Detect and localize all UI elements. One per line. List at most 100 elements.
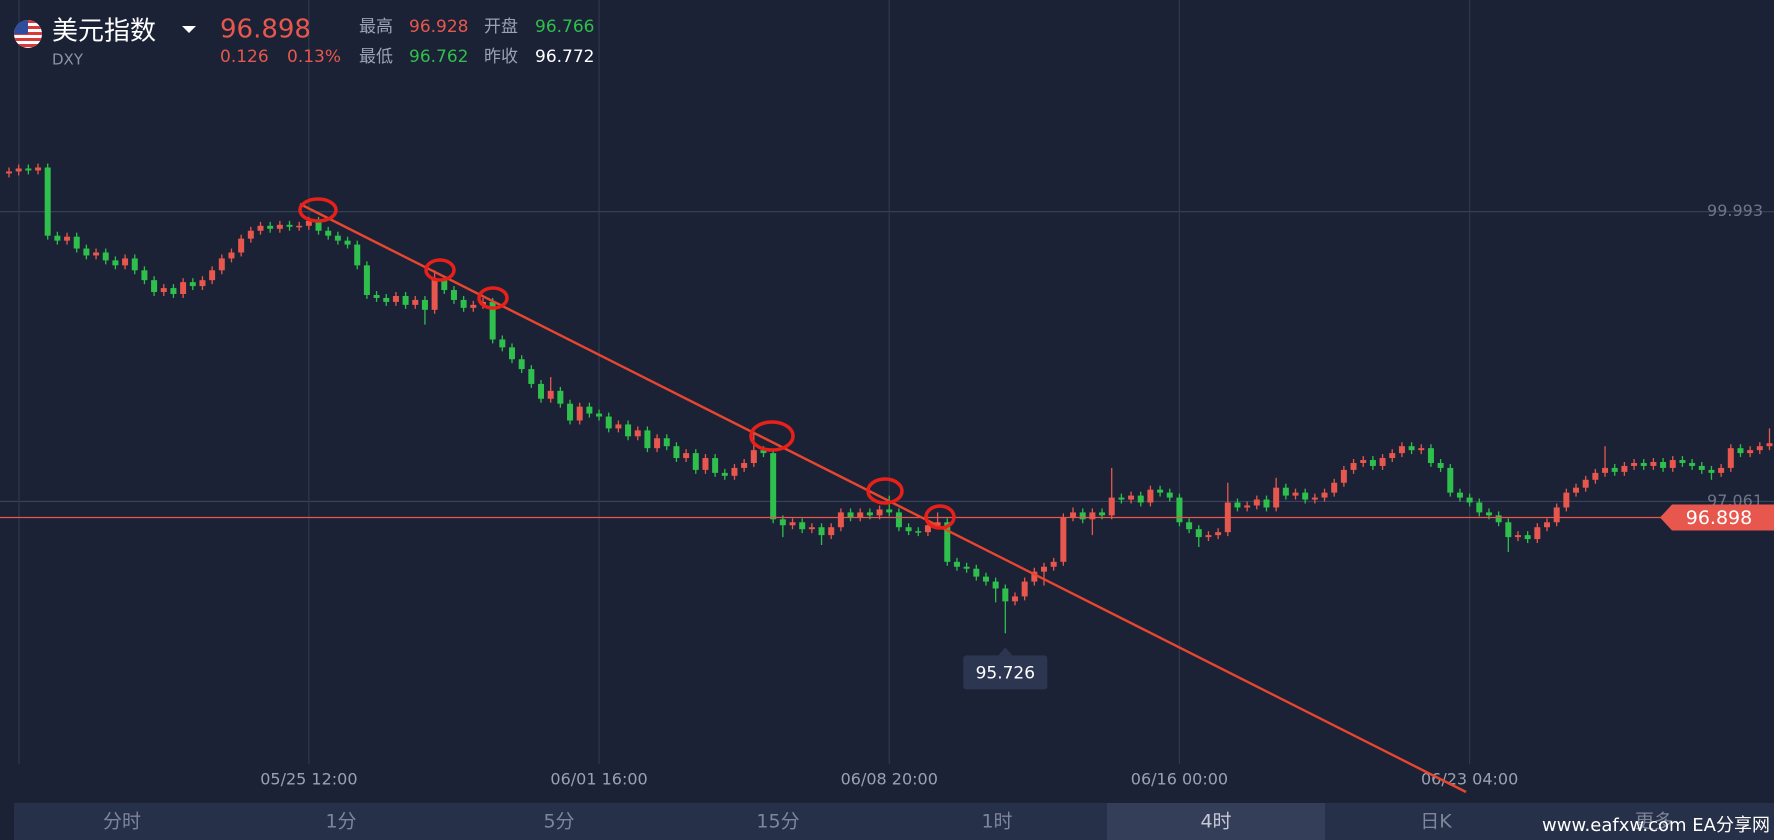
candle-body xyxy=(721,472,728,476)
candle-body xyxy=(702,458,709,470)
candle-body xyxy=(64,236,71,241)
dropdown-caret[interactable] xyxy=(182,26,196,33)
candle-body xyxy=(1679,460,1686,463)
candle-body xyxy=(654,438,661,449)
candle-body xyxy=(1766,443,1773,447)
x-tick-label: 06/08 20:00 xyxy=(841,770,938,789)
candle-body xyxy=(276,224,283,229)
candle-body xyxy=(924,525,931,533)
price-change-pct: 0.13% xyxy=(287,47,341,67)
candle-body xyxy=(1070,512,1077,518)
candle-body xyxy=(402,295,409,305)
candle-body xyxy=(1389,453,1396,459)
timeframe-tab[interactable]: 1时 xyxy=(981,811,1012,833)
drawing-overlay xyxy=(298,197,1467,794)
candle-body xyxy=(1398,446,1405,454)
candle-body xyxy=(1640,462,1647,466)
candle-body xyxy=(547,390,554,399)
last-price: 96.898 xyxy=(220,15,311,45)
candle-body xyxy=(189,282,196,287)
candle-body xyxy=(557,390,564,404)
candle-body xyxy=(808,527,815,530)
last-price-tag xyxy=(1660,504,1774,531)
candle-body xyxy=(1582,479,1589,488)
candle-body xyxy=(1215,532,1222,536)
candle-body xyxy=(982,576,989,582)
candle-body xyxy=(692,453,699,470)
timeframe-tab[interactable]: 15分 xyxy=(756,811,799,833)
candle-body xyxy=(586,406,593,414)
instrument-name[interactable]: 美元指数 xyxy=(52,17,156,47)
high-value: 96.928 xyxy=(409,17,468,37)
candle-body xyxy=(170,288,177,294)
candle-body xyxy=(35,167,42,171)
candle-body xyxy=(334,235,341,241)
timeframe-tab[interactable]: 分时 xyxy=(103,811,141,833)
candle-body xyxy=(1514,535,1521,538)
candle-body xyxy=(15,168,22,172)
candle-body xyxy=(1118,497,1125,500)
candle-body xyxy=(1505,522,1512,538)
candle-body xyxy=(267,225,274,229)
timeframe-tab[interactable]: 1分 xyxy=(325,811,356,833)
timeframe-tab[interactable]: 4时 xyxy=(1200,811,1231,833)
candle-body xyxy=(1340,469,1347,483)
high-label: 最高 xyxy=(359,17,393,37)
candle-body xyxy=(1331,482,1338,493)
candle-body xyxy=(886,509,893,513)
highlight-circle xyxy=(866,477,904,505)
timeframe-tab[interactable]: 日K xyxy=(1420,811,1452,833)
trendline xyxy=(299,202,1467,794)
candle-body xyxy=(160,288,167,293)
candle-body xyxy=(83,248,90,256)
candle-body xyxy=(470,304,477,308)
candle-body xyxy=(1727,448,1734,468)
candle-body xyxy=(741,462,748,468)
candle-body xyxy=(1195,529,1202,538)
quote-header: 美元指数 DXY 96.898 0.126 0.13% 最高 96.928 开盘… xyxy=(14,15,594,69)
candle-body xyxy=(102,252,109,261)
low-label: 最低 xyxy=(359,47,393,67)
candle-body xyxy=(1321,492,1328,498)
highlight-circle xyxy=(298,197,338,223)
candle-body xyxy=(286,224,293,227)
candle-body xyxy=(828,527,835,536)
candle-body xyxy=(1650,461,1657,466)
candle-body xyxy=(1147,489,1154,503)
candle-body xyxy=(1718,467,1725,473)
candle-body xyxy=(1041,566,1048,572)
price-change: 0.126 xyxy=(220,47,269,67)
candle-body xyxy=(489,301,496,340)
candle-body xyxy=(1050,561,1057,567)
candle-body xyxy=(441,280,448,291)
candle-body xyxy=(634,430,641,437)
candle-body xyxy=(325,230,332,236)
candle-body xyxy=(44,167,51,236)
candle-body xyxy=(1205,535,1212,538)
candle-body xyxy=(218,258,225,271)
active-tab-bg xyxy=(1107,803,1325,840)
candle-body xyxy=(1418,448,1425,451)
candle-body xyxy=(1176,497,1183,523)
candle-body xyxy=(789,522,796,526)
candle-body xyxy=(934,522,941,526)
timeframe-tab[interactable]: 5分 xyxy=(543,811,574,833)
candle-body xyxy=(973,568,980,577)
candle-body xyxy=(363,265,370,295)
candle-body xyxy=(963,566,970,569)
prev-close-value: 96.772 xyxy=(535,47,594,67)
prev-close-label: 昨收 xyxy=(484,47,518,67)
tab-bar xyxy=(14,803,1774,840)
candle-body xyxy=(1253,499,1260,506)
candle-body xyxy=(596,413,603,417)
candle-body xyxy=(1360,460,1367,463)
candle-body xyxy=(1476,502,1483,513)
candle-body xyxy=(1128,495,1135,500)
candle-body xyxy=(73,236,80,249)
timeframe-tab[interactable]: 更多 xyxy=(1635,811,1673,833)
candle-body xyxy=(238,238,245,253)
candle-body xyxy=(1089,512,1096,520)
candle-body xyxy=(1031,571,1038,582)
min-callout xyxy=(963,655,1048,690)
